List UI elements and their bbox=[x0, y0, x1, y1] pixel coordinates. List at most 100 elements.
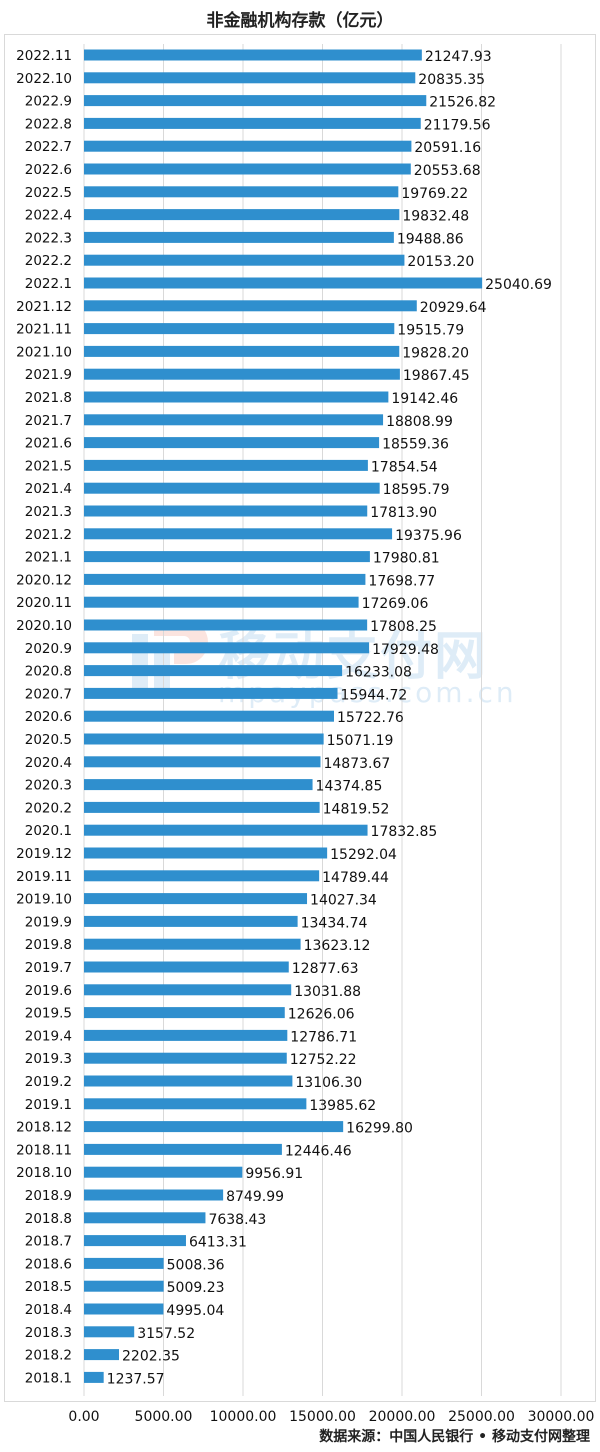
bar bbox=[84, 984, 292, 996]
bar bbox=[84, 414, 384, 426]
bar bbox=[84, 186, 399, 198]
bar bbox=[84, 1143, 282, 1155]
bar bbox=[84, 756, 321, 768]
category-label: 2021.8 bbox=[25, 390, 72, 406]
bar bbox=[84, 1349, 120, 1361]
bar bbox=[84, 459, 368, 471]
data-label: 12626.06 bbox=[288, 1007, 355, 1023]
category-label: 2018.12 bbox=[16, 1120, 72, 1136]
data-label: 12752.22 bbox=[290, 1052, 357, 1068]
category-label: 2019.5 bbox=[25, 1006, 72, 1022]
category-label: 2021.4 bbox=[25, 481, 72, 497]
category-label: 2019.6 bbox=[25, 983, 72, 999]
bar bbox=[84, 49, 422, 61]
data-label: 19515.79 bbox=[397, 323, 464, 339]
category-label: 2022.1 bbox=[25, 276, 72, 292]
bar bbox=[84, 345, 400, 357]
x-tick-label: 20000.00 bbox=[369, 1409, 436, 1425]
bar bbox=[84, 300, 417, 312]
bar bbox=[84, 391, 389, 403]
bar bbox=[84, 505, 368, 517]
category-label: 2018.1 bbox=[25, 1370, 72, 1386]
category-label: 2019.8 bbox=[25, 937, 72, 953]
category-label: 2020.6 bbox=[25, 709, 72, 725]
category-label: 2018.2 bbox=[25, 1348, 72, 1364]
data-label: 19832.48 bbox=[402, 209, 469, 225]
data-label: 17832.85 bbox=[371, 824, 438, 840]
category-label: 2020.9 bbox=[25, 641, 72, 657]
bar bbox=[84, 847, 328, 859]
data-label: 15071.19 bbox=[327, 733, 394, 749]
bar bbox=[84, 642, 370, 654]
data-label: 6413.31 bbox=[189, 1235, 247, 1251]
data-label: 20553.68 bbox=[414, 163, 481, 179]
data-label: 9956.91 bbox=[245, 1166, 303, 1182]
bar bbox=[84, 779, 313, 791]
data-label: 2202.35 bbox=[122, 1349, 180, 1365]
bar bbox=[84, 1029, 288, 1041]
data-label: 8749.99 bbox=[226, 1189, 284, 1205]
category-label: 2021.3 bbox=[25, 504, 72, 520]
data-label: 17698.77 bbox=[368, 573, 435, 589]
data-label: 4995.04 bbox=[166, 1303, 224, 1319]
data-label: 20929.64 bbox=[420, 300, 487, 316]
category-label: 2019.11 bbox=[16, 869, 72, 885]
category-label: 2021.12 bbox=[16, 299, 72, 315]
category-label: 2021.1 bbox=[25, 550, 72, 566]
category-label: 2020.8 bbox=[25, 664, 72, 680]
category-label: 2022.5 bbox=[25, 185, 72, 201]
category-label: 2021.9 bbox=[25, 367, 72, 383]
category-label: 2020.3 bbox=[25, 778, 72, 794]
data-label: 3157.52 bbox=[137, 1326, 195, 1342]
bar bbox=[84, 619, 368, 631]
category-label: 2018.5 bbox=[25, 1279, 72, 1295]
chart-title: 非金融机构存款（亿元） bbox=[206, 11, 394, 31]
bar bbox=[84, 1303, 164, 1315]
data-label: 15292.04 bbox=[330, 847, 397, 863]
data-label: 17269.06 bbox=[362, 596, 429, 612]
category-label: 2021.2 bbox=[25, 527, 72, 543]
bar bbox=[84, 573, 366, 585]
bar bbox=[84, 938, 301, 950]
data-label: 18559.36 bbox=[382, 437, 449, 453]
data-label: 13106.30 bbox=[295, 1075, 362, 1091]
category-label: 2022.3 bbox=[25, 230, 72, 246]
data-label: 16299.80 bbox=[346, 1121, 413, 1137]
category-label: 2018.9 bbox=[25, 1188, 72, 1204]
bar bbox=[84, 893, 308, 905]
category-label: 2018.4 bbox=[25, 1302, 72, 1318]
data-label: 19769.22 bbox=[401, 186, 468, 202]
category-label: 2022.8 bbox=[25, 116, 72, 132]
data-label: 19142.46 bbox=[391, 391, 458, 407]
data-label: 20591.16 bbox=[414, 140, 481, 156]
bar bbox=[84, 277, 483, 289]
category-label: 2021.5 bbox=[25, 458, 72, 474]
data-label: 19375.96 bbox=[395, 528, 462, 544]
bar bbox=[84, 1280, 164, 1292]
data-label: 21526.82 bbox=[429, 95, 496, 111]
bar bbox=[84, 163, 411, 175]
data-label: 13031.88 bbox=[294, 984, 361, 1000]
bar bbox=[84, 551, 370, 563]
category-label: 2021.6 bbox=[25, 436, 72, 452]
bar bbox=[84, 1052, 287, 1064]
bar bbox=[84, 1235, 186, 1247]
category-label: 2020.1 bbox=[25, 823, 72, 839]
bar bbox=[84, 72, 416, 84]
bar bbox=[84, 801, 320, 813]
data-label: 17929.48 bbox=[372, 642, 439, 658]
bar bbox=[84, 117, 421, 129]
bar bbox=[84, 1007, 285, 1019]
category-label: 2021.11 bbox=[16, 322, 72, 338]
bar bbox=[84, 824, 368, 836]
bar bbox=[84, 482, 380, 494]
data-label: 19488.86 bbox=[397, 231, 464, 247]
bar bbox=[84, 1212, 206, 1224]
x-tick-label: 15000.00 bbox=[289, 1409, 356, 1425]
bar bbox=[84, 1121, 344, 1133]
category-label: 2018.7 bbox=[25, 1234, 72, 1250]
category-label: 2019.10 bbox=[16, 892, 72, 908]
bar bbox=[84, 733, 324, 745]
data-label: 20153.20 bbox=[407, 254, 474, 270]
